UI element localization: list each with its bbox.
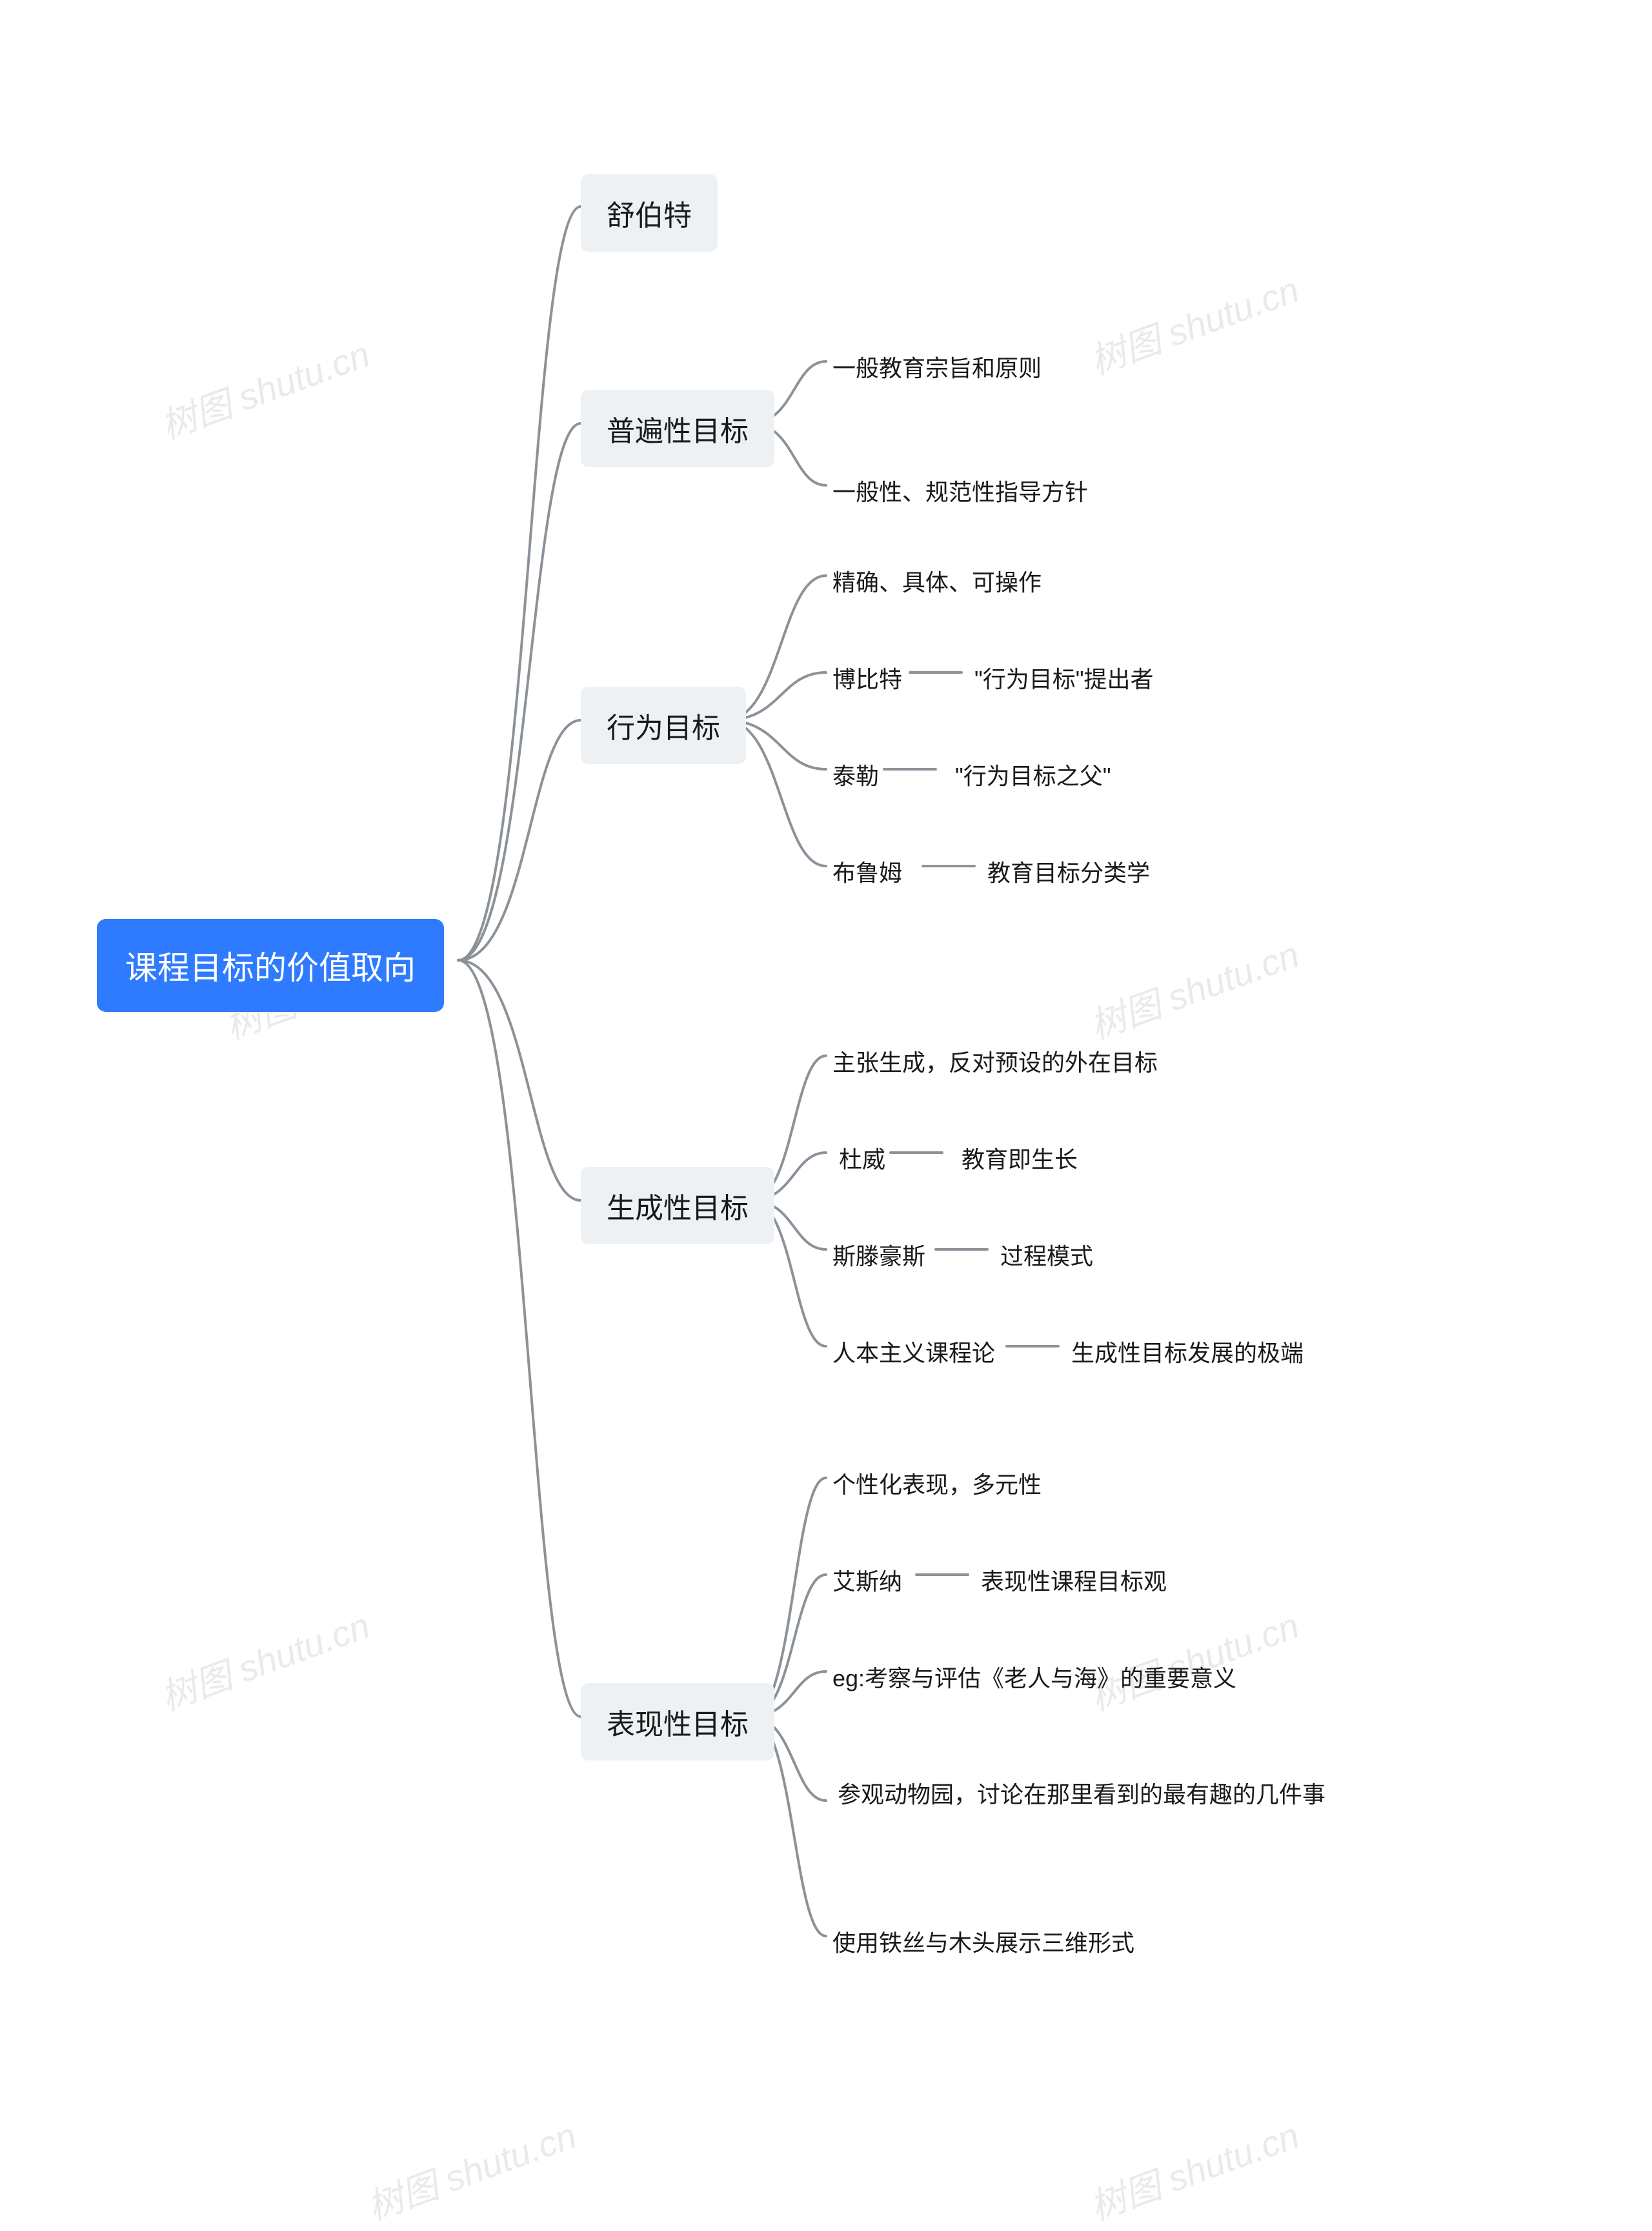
watermark: 树图 shutu.cn — [1082, 261, 1305, 385]
branch-generative-goal[interactable]: 生成性目标 — [581, 1167, 774, 1244]
leaf-b4-3-sub[interactable]: 生成性目标发展的极端 — [1071, 1327, 1304, 1380]
leaf-b3-3[interactable]: 布鲁姆 — [832, 847, 902, 900]
leaf-b4-0[interactable]: 主张生成，反对预设的外在目标 — [832, 1036, 1158, 1089]
leaf-b3-0[interactable]: 精确、具体、可操作 — [832, 556, 1042, 609]
root-node[interactable]: 课程目标的价值取向 — [97, 919, 444, 1012]
leaf-b3-1[interactable]: 博比特 — [832, 653, 902, 706]
leaf-b5-3[interactable]: 参观动物园，讨论在那里看到的最有趣的几件事 — [826, 1768, 1325, 1821]
branch-expressive-goal[interactable]: 表现性目标 — [581, 1683, 774, 1761]
leaf-b2-0[interactable]: 一般教育宗旨和原则 — [832, 342, 1042, 395]
watermark: 树图 shutu.cn — [152, 1597, 376, 1721]
branch-behavior-goal[interactable]: 行为目标 — [581, 687, 746, 764]
leaf-b4-2-sub[interactable]: 过程模式 — [1000, 1230, 1093, 1283]
leaf-b3-2-sub[interactable]: "行为目标之父" — [955, 750, 1111, 803]
watermark: 树图 shutu.cn — [152, 325, 376, 449]
leaf-b5-1[interactable]: 艾斯纳 — [832, 1555, 902, 1608]
watermark: 树图 shutu.cn — [1082, 925, 1305, 1049]
leaf-b3-2[interactable]: 泰勒 — [832, 750, 879, 803]
leaf-b5-1-sub[interactable]: 表现性课程目标观 — [981, 1555, 1167, 1608]
leaf-b5-2[interactable]: eg:考察与评估《老人与海》的重要意义 — [832, 1652, 1236, 1705]
leaf-b4-1[interactable]: 杜威 — [839, 1133, 885, 1186]
leaf-b3-1-sub[interactable]: "行为目标"提出者 — [974, 653, 1154, 706]
branch-shubert[interactable]: 舒伯特 — [581, 174, 718, 252]
watermark: 树图 shutu.cn — [1082, 2106, 1305, 2230]
branch-universal-goal[interactable]: 普遍性目标 — [581, 390, 774, 467]
leaf-b5-0[interactable]: 个性化表现，多元性 — [832, 1459, 1042, 1511]
mindmap-connectors — [0, 0, 1652, 2196]
watermark: 树图 shutu.cn — [359, 2106, 583, 2230]
leaf-b5-4[interactable]: 使用铁丝与木头展示三维形式 — [832, 1917, 1134, 1970]
leaf-b4-3[interactable]: 人本主义课程论 — [832, 1327, 995, 1380]
leaf-b2-1[interactable]: 一般性、规范性指导方针 — [832, 466, 1088, 519]
leaf-b4-2[interactable]: 斯滕豪斯 — [832, 1230, 925, 1283]
leaf-b4-1-sub[interactable]: 教育即生长 — [962, 1133, 1078, 1186]
leaf-b3-3-sub[interactable]: 教育目标分类学 — [987, 847, 1150, 900]
